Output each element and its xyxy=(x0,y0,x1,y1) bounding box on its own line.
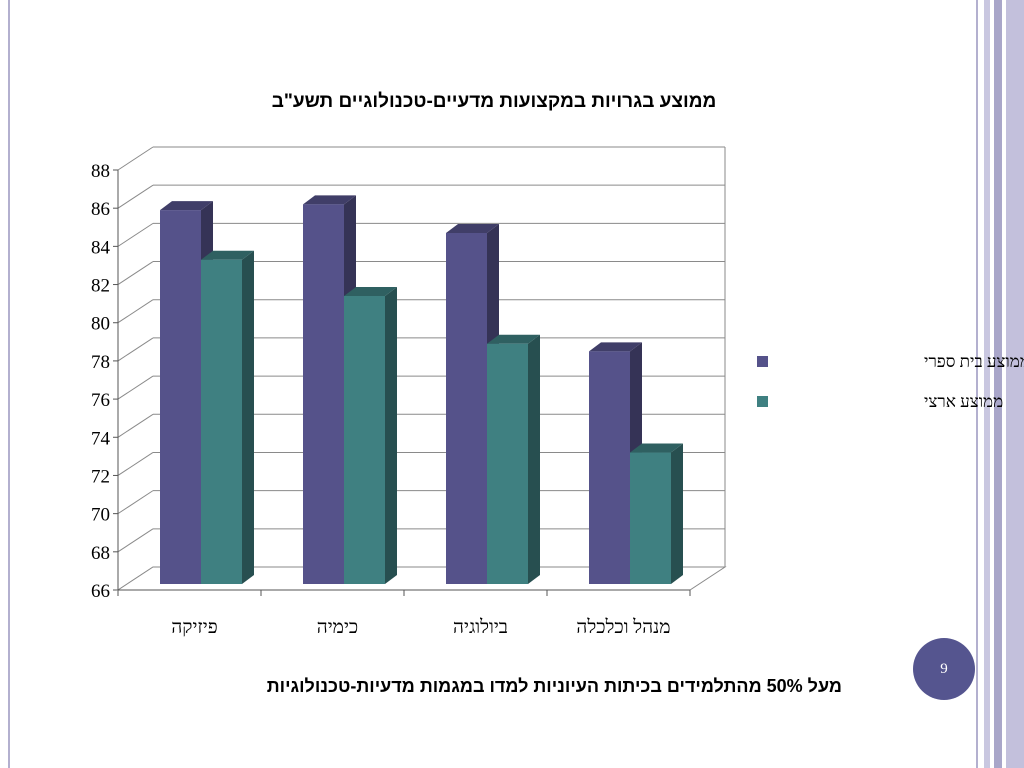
gridline-side xyxy=(117,337,154,362)
gridline-side xyxy=(117,146,154,171)
gridline-side xyxy=(117,299,154,324)
y-tick-label: 74 xyxy=(91,428,111,449)
page-number: 9 xyxy=(940,660,948,677)
bar-top xyxy=(487,334,540,344)
chart-title: ממוצע בגרויות במקצועות מדעיים-טכנולוגיים… xyxy=(272,91,717,112)
bar-top xyxy=(446,224,499,233)
bar-top xyxy=(201,250,254,260)
x-tick-label: ביולוגיה xyxy=(453,617,508,638)
bar xyxy=(303,204,344,584)
gridline-side xyxy=(117,413,154,438)
gridline-side xyxy=(117,184,154,209)
right-frame-band-2 xyxy=(994,0,1002,768)
gridline-side xyxy=(117,490,154,515)
x-tick-label: מנהל וכלכלה xyxy=(576,617,670,638)
bar-top xyxy=(344,287,397,296)
y-tick-label: 66 xyxy=(91,581,110,602)
slide-footnote: מעל 50% מהתלמידים בכיתות העיוניות למדו ב… xyxy=(266,676,842,696)
bar xyxy=(487,343,528,584)
y-tick-label: 82 xyxy=(91,276,110,297)
page-number-badge: 9 xyxy=(913,638,975,700)
y-tick-label: 84 xyxy=(91,237,111,258)
bar xyxy=(201,259,242,584)
gridline-side xyxy=(117,528,154,553)
right-frame-band-1 xyxy=(984,0,990,768)
bar-side xyxy=(528,334,540,584)
bar xyxy=(446,233,487,584)
y-tick-label: 78 xyxy=(91,352,110,373)
bar-side xyxy=(242,250,254,584)
legend-swatch xyxy=(757,356,768,367)
y-tick-label: 76 xyxy=(91,390,110,411)
bar-top xyxy=(589,342,642,352)
bar-top xyxy=(630,443,683,453)
y-tick-label: 80 xyxy=(91,314,110,335)
legend-label: ממוצע ארצי xyxy=(924,392,1003,411)
y-tick-label: 68 xyxy=(91,543,110,564)
bar xyxy=(344,296,385,584)
y-tick-label: 70 xyxy=(91,505,110,526)
y-tick-label: 88 xyxy=(91,161,110,182)
y-tick-label: 86 xyxy=(91,199,110,220)
right-frame-band-3 xyxy=(1006,0,1024,768)
bar xyxy=(589,351,630,584)
gridline-side xyxy=(117,452,154,476)
bar-side xyxy=(671,443,683,584)
gridline-side xyxy=(117,261,154,285)
bar-side xyxy=(385,287,397,584)
right-frame-rule xyxy=(976,0,978,768)
gridline-side xyxy=(117,375,154,400)
bar-top xyxy=(160,201,213,211)
bar xyxy=(160,210,201,584)
bar xyxy=(630,452,671,584)
y-tick-label: 72 xyxy=(91,466,110,487)
x-tick-label: כימיה xyxy=(317,617,358,638)
gridline-side xyxy=(117,222,154,247)
left-frame-rule xyxy=(8,0,10,768)
bar-top xyxy=(303,195,356,205)
x-tick-label: פיזיקה xyxy=(171,617,217,638)
legend-swatch xyxy=(757,396,768,407)
legend-label: ממוצע בית ספרי xyxy=(924,352,1024,371)
